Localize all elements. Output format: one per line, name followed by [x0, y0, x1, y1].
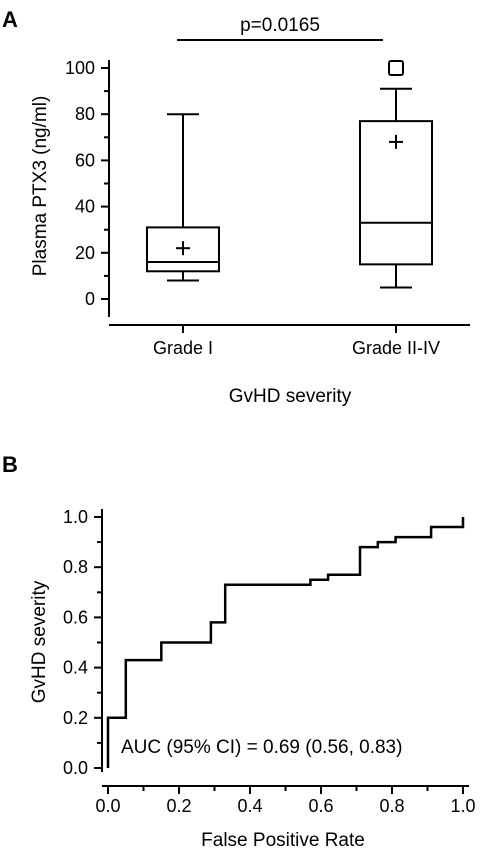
x-ticks-a: Grade I Grade II-IV: [153, 325, 440, 358]
x-tick-label-b-3: 0.6: [308, 796, 333, 816]
x-tick-label-b-1: 0.2: [166, 796, 191, 816]
panel-a: A p=0.0165 0 20 40 60 80 100 Grade I Grade II-…: [2, 7, 470, 407]
y-tick-label-b-3: 0.6: [63, 607, 88, 627]
x-tick-label-b-4: 0.8: [379, 796, 404, 816]
y-tick-label-a-3: 60: [75, 150, 95, 170]
y-tick-label-b-5: 1.0: [63, 507, 88, 527]
y-tick-label-b-1: 0.2: [63, 708, 88, 728]
roc-curve: [106, 517, 465, 768]
auc-annotation: AUC (95% CI) = 0.69 (0.56, 0.83): [121, 737, 402, 758]
panel-b: B 0.00.20.40.60.81.0 0.0 0.2 0.4 0.6 0.8 1.0 …: [2, 452, 476, 851]
x-tick-label-a-0: Grade I: [153, 338, 213, 358]
panel-letter-a: A: [2, 7, 18, 32]
x-tick-label-b-2: 0.4: [237, 796, 262, 816]
y-tick-label-a-0: 0: [85, 289, 95, 309]
x-ticks-b: 0.0 0.2 0.4 0.6 0.8 1.0: [95, 786, 476, 816]
y-tick-label-a-4: 80: [75, 104, 95, 124]
y-tick-label-b-2: 0.4: [63, 658, 88, 678]
x-tick-label-a-1: Grade II-IV: [352, 338, 440, 358]
x-axis-label-b: False Positive Rate: [201, 830, 365, 851]
y-ticks-a: 0 20 40 60 80 100: [65, 58, 109, 309]
x-tick-label-b-5: 1.0: [450, 796, 475, 816]
y-ticks-b: 0.0 0.2 0.4 0.6 0.8 1.0: [63, 507, 102, 778]
y-tick-label-b-4: 0.8: [63, 557, 88, 577]
x-axis-label-a: GvHD severity: [229, 386, 352, 407]
y-tick-label-a-1: 20: [75, 243, 95, 263]
x-tick-label-b-0: 0.0: [95, 796, 120, 816]
y-tick-label-b-0: 0.0: [63, 758, 88, 778]
y-axis-label-a: Plasma PTX3 (ng/ml): [30, 96, 51, 277]
panel-letter-b: B: [2, 452, 18, 477]
p-value-annotation: p=0.0165: [240, 15, 320, 36]
boxes-a: [146, 60, 433, 289]
y-tick-label-a-2: 40: [75, 197, 95, 217]
outlier-1-0: [388, 60, 404, 76]
y-axis-label-b: GvHD severity: [29, 580, 50, 703]
y-tick-label-a-5: 100: [65, 58, 95, 78]
